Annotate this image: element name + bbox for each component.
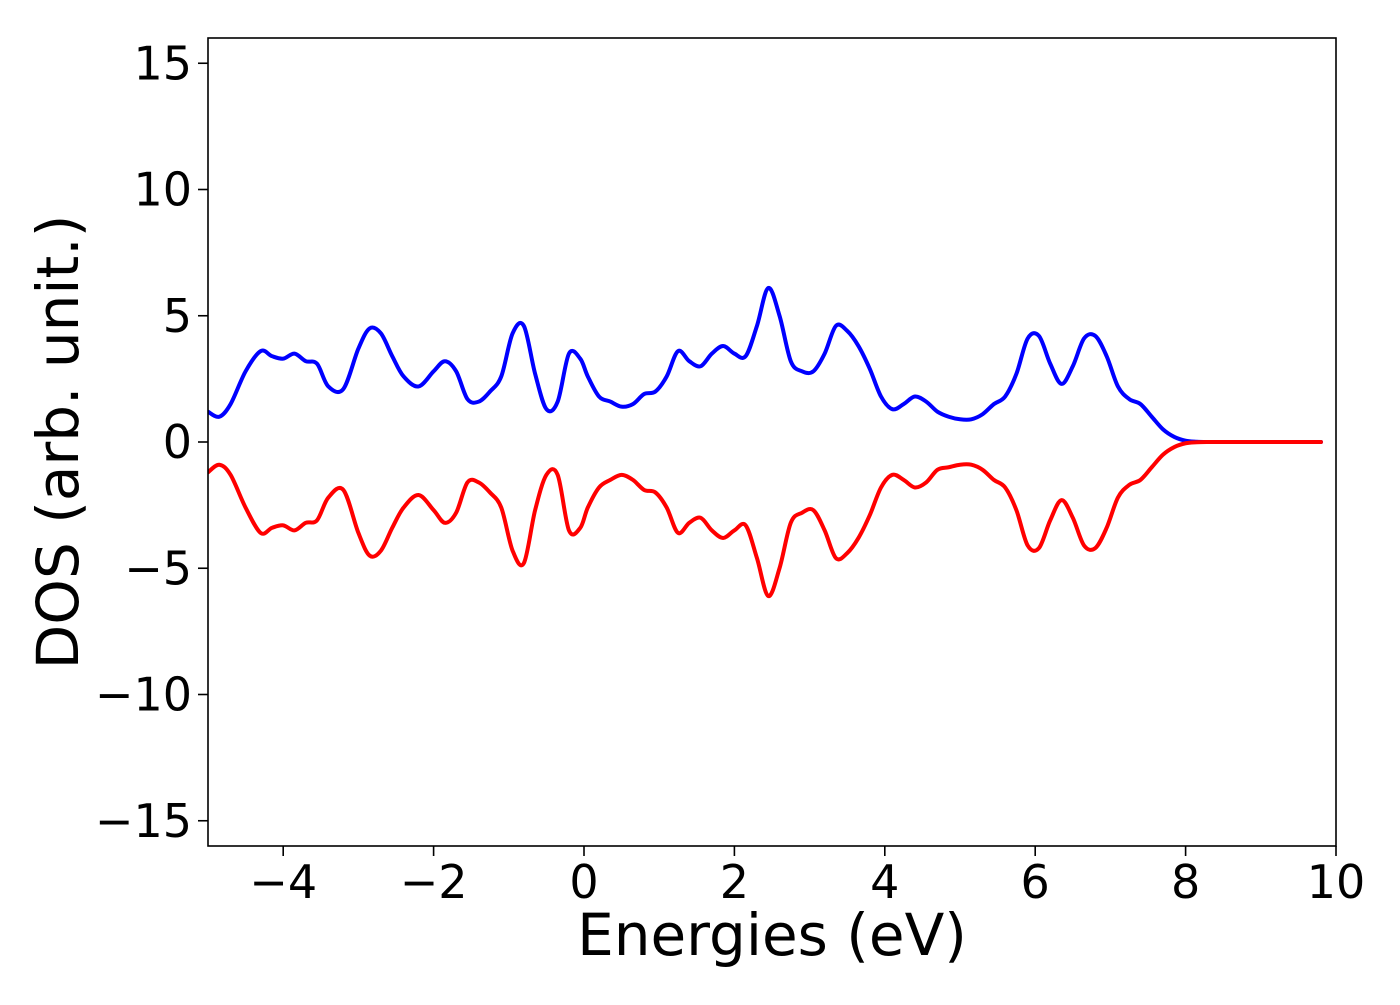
x-tick-label: −2 bbox=[400, 855, 468, 909]
plot-background bbox=[208, 38, 1336, 846]
x-tick-label: 6 bbox=[1021, 855, 1050, 909]
y-axis: −15 −10 −5 0 5 10 15 bbox=[95, 36, 208, 848]
x-tick-label: 4 bbox=[870, 855, 899, 909]
x-tick-label: 8 bbox=[1171, 855, 1200, 909]
series-line-spin-down bbox=[208, 439, 1323, 599]
y-tick-label: 15 bbox=[133, 36, 192, 90]
y-tick-label: −15 bbox=[95, 794, 192, 848]
y-tick-label: 10 bbox=[133, 163, 192, 217]
y-tick-label: 5 bbox=[163, 289, 192, 343]
x-tick-label: −4 bbox=[249, 855, 317, 909]
x-axis-title: Energies (eV) bbox=[577, 901, 967, 969]
y-tick-label: −5 bbox=[124, 541, 192, 595]
x-axis: −4 −2 0 2 4 6 8 10 bbox=[249, 846, 1365, 909]
x-tick-label: 2 bbox=[720, 855, 749, 909]
x-tick-label: 10 bbox=[1307, 855, 1366, 909]
x-tick-label: 0 bbox=[569, 855, 598, 909]
series-line-spin-up bbox=[208, 285, 1323, 445]
y-axis-title: DOS (arb. unit.) bbox=[24, 215, 92, 670]
y-tick-label: 0 bbox=[163, 415, 192, 469]
y-tick-label: −10 bbox=[95, 668, 192, 722]
series-layer bbox=[208, 285, 1323, 599]
